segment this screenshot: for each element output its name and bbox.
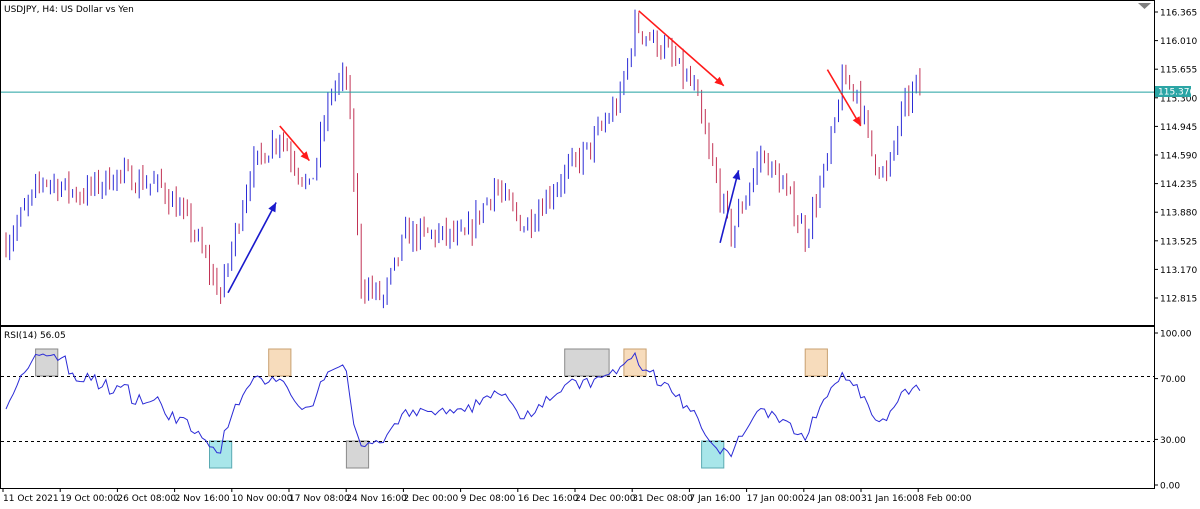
rsi-highlight-box xyxy=(623,348,647,377)
price-tick-label: 113.880 xyxy=(1160,209,1197,219)
rsi-line xyxy=(5,351,921,458)
time-tick-label: 11 Oct 2021 xyxy=(3,494,59,504)
chart-shift-icon[interactable] xyxy=(1138,3,1151,9)
time-tick-label: 24 Jan 08:00 xyxy=(804,494,861,504)
price-tick-label: 115.300 xyxy=(1160,94,1197,104)
trend-arrow-up xyxy=(719,170,740,244)
price-tick-label: 113.525 xyxy=(1160,237,1197,247)
time-tick-label: 7 Jan 16:00 xyxy=(689,494,741,504)
price-tick-label: 116.365 xyxy=(1160,9,1197,19)
rsi-tick-label: 30.00 xyxy=(1160,436,1186,446)
time-tick-label: 24 Nov 16:00 xyxy=(346,494,407,504)
time-tick-label: 24 Dec 00:00 xyxy=(575,494,636,504)
rsi-tick-label: 100.00 xyxy=(1160,330,1192,340)
time-tick-label: 26 Oct 08:00 xyxy=(117,494,176,504)
trend-arrow-down xyxy=(638,10,725,87)
time-tick-label: 31 Jan 16:00 xyxy=(861,494,918,504)
trend-arrows xyxy=(227,10,862,294)
time-tick-label: 17 Nov 08:00 xyxy=(289,494,350,504)
rsi-title: RSI(14) 56.05 xyxy=(4,331,66,341)
trend-arrow-head xyxy=(268,202,277,213)
time-tick-label: 31 Dec 08:00 xyxy=(632,494,693,504)
time-tick-label: 16 Dec 16:00 xyxy=(518,494,579,504)
time-tick-label: 19 Oct 00:00 xyxy=(60,494,119,504)
rsi-highlight-box xyxy=(268,348,292,377)
price-tick-label: 114.590 xyxy=(1160,152,1197,162)
rsi-tick-label: 70.00 xyxy=(1160,375,1186,385)
price-tick-label: 112.815 xyxy=(1160,295,1197,305)
rsi-axis: 100.00 70.00 30.00 0.00 xyxy=(1154,330,1192,492)
rsi-highlight-box xyxy=(701,440,725,469)
time-tick-label: 2 Nov 16:00 xyxy=(175,494,230,504)
price-tick-label: 115.655 xyxy=(1160,66,1197,76)
price-tick-label: 113.170 xyxy=(1160,266,1197,276)
time-tick-label: 17 Jan 00:00 xyxy=(747,494,804,504)
price-candles xyxy=(5,9,921,309)
trend-arrow-head xyxy=(714,76,724,86)
current-price-label: 115.376 xyxy=(1155,86,1195,98)
rsi-highlight-boxes xyxy=(35,348,828,469)
trend-arrow-down xyxy=(826,69,862,127)
trend-arrow-head xyxy=(300,151,310,161)
price-tick-label: 114.235 xyxy=(1160,180,1197,190)
rsi-highlight-box xyxy=(804,348,828,377)
price-axis: 116.365 116.010 115.655 115.300 114.945 114.5… xyxy=(1154,9,1197,305)
current-price-value: 115.376 xyxy=(1158,88,1195,98)
chart-title: USDJPY, H4: US Dollar vs Yen xyxy=(4,5,134,15)
rsi-tick-label: 0.00 xyxy=(1160,482,1180,492)
trend-arrow-up xyxy=(227,202,277,294)
rsi-highlight-box xyxy=(345,440,370,469)
rsi-highlight-box xyxy=(35,348,59,377)
price-tick-label: 116.010 xyxy=(1160,37,1197,47)
rsi-highlight-box xyxy=(209,440,233,469)
price-tick-label: 114.945 xyxy=(1160,123,1197,133)
time-tick-label: 9 Dec 08:00 xyxy=(461,494,516,504)
time-tick-label: 2 Dec 00:00 xyxy=(403,494,458,504)
time-tick-label: 10 Nov 00:00 xyxy=(232,494,293,504)
price-panel xyxy=(0,0,1155,326)
rsi-highlight-box xyxy=(564,348,610,377)
trend-arrow-head xyxy=(852,116,861,126)
time-tick-label: 8 Feb 00:00 xyxy=(918,494,972,504)
trend-arrow-head xyxy=(732,170,741,181)
